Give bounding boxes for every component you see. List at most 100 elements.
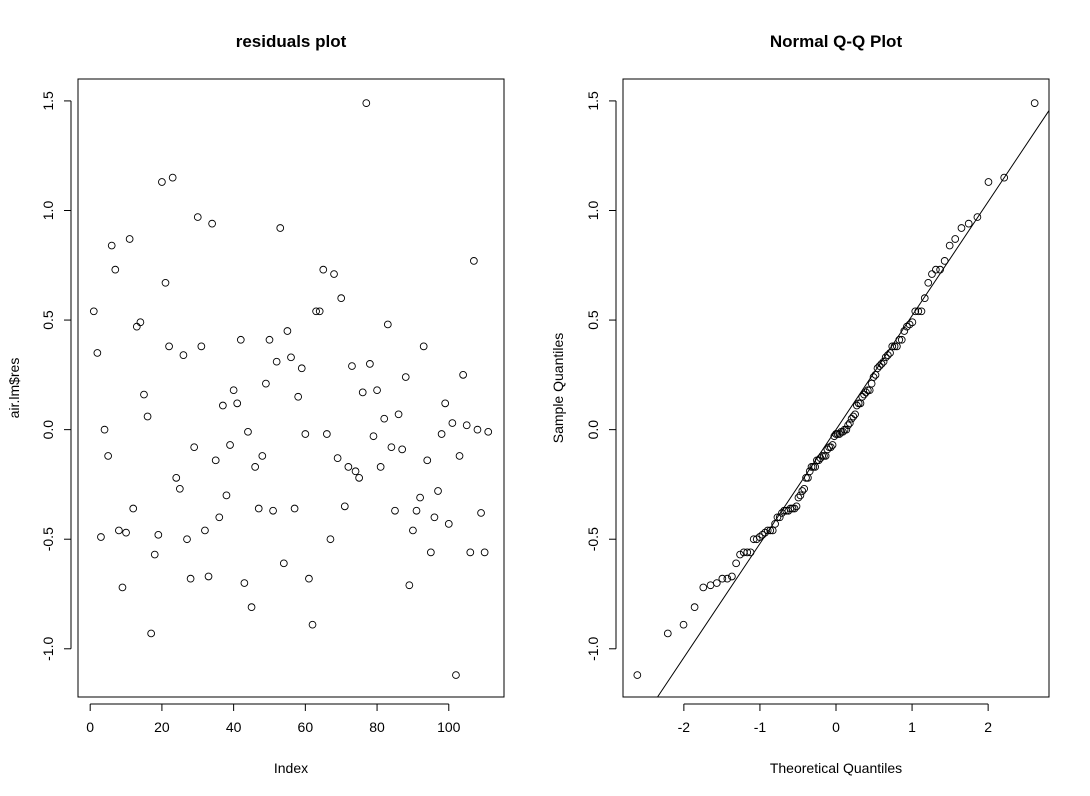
data-point [190,443,199,452]
data-point [788,504,797,513]
data-point [426,548,435,557]
data-point [746,548,755,557]
x-axis: 0 20 40 60 80 100 [86,703,461,735]
data-point [333,454,342,462]
data-point [272,357,281,366]
data-point [877,360,886,368]
x-tick-label: -2 [678,719,691,735]
data-point [118,583,127,592]
data-point [743,548,752,557]
data-point [924,278,933,287]
data-point [888,342,897,351]
data-point [847,414,856,423]
data-point [340,502,349,511]
data-points [633,99,1039,679]
data-point [107,241,116,250]
data-point [236,335,245,344]
x-axis: -2 -1 0 1 2 [678,703,992,735]
x-tick-label: 0 [832,719,840,735]
data-point [473,425,482,434]
data-point [441,399,450,408]
data-point [373,386,381,395]
data-point [466,548,475,557]
data-point [409,526,417,535]
data-point [973,213,982,221]
data-point [419,342,428,351]
data-point [758,530,767,539]
data-point [330,270,338,278]
data-point [984,178,993,186]
data-point [179,351,188,359]
data-point [920,294,929,302]
data-point [792,502,801,511]
data-point [143,412,152,421]
chart-title: Normal Q-Q Plot [770,32,903,51]
data-point [136,318,145,327]
data-point [845,419,854,427]
data-point [663,629,672,638]
data-point [233,399,242,408]
data-point [484,427,493,436]
x-tick-label: -1 [754,719,767,735]
y-tick-label: 1.0 [585,201,601,221]
data-point [863,386,872,395]
qq-reference-line [657,110,1050,698]
data-point [798,487,807,495]
y-tick-label: 1.5 [40,91,56,111]
data-point [276,224,285,232]
data-point [175,484,184,493]
data-point [258,452,267,460]
x-tick-label: 80 [369,719,385,735]
y-tick-label: 0.0 [40,420,56,440]
y-tick-label: 0.5 [40,310,56,330]
data-point [459,371,467,379]
data-point [736,550,744,559]
data-point [444,520,453,528]
data-point [376,463,385,471]
data-point [226,441,234,449]
data-point [936,265,944,274]
data-point [186,574,195,583]
data-point [150,550,159,559]
data-point [358,388,367,397]
data-point [97,533,105,541]
data-point [869,373,878,381]
data-point [93,349,102,357]
data-point [161,278,170,287]
data-point [802,474,810,482]
data-point [172,474,181,482]
data-point [951,235,960,243]
x-tick-label: 40 [226,719,242,735]
data-point [312,307,320,316]
data-point [862,388,870,397]
data-point [193,213,202,221]
data-point [154,530,163,539]
data-point [881,353,890,362]
data-point [391,506,399,515]
data-point [168,173,177,182]
data-point [796,491,805,500]
x-axis-label: Index [274,760,308,776]
data-point [183,535,191,544]
data-point [761,528,769,537]
data-point [111,265,120,274]
data-point [165,342,173,351]
y-tick-label: -1.0 [40,637,56,661]
data-point [229,386,238,395]
data-point [842,425,851,434]
data-point [269,506,277,515]
data-point [412,506,421,515]
data-point [699,583,708,592]
data-point [351,467,360,476]
data-point [903,322,911,331]
data-point [355,474,363,482]
data-point [247,603,256,611]
data-point [222,491,231,500]
data-point [323,430,331,438]
data-point [147,629,156,638]
y-tick-label: 0.0 [585,420,601,440]
y-axis: -1.0 -0.5 0.0 0.5 1.0 1.5 [585,91,617,661]
data-point [387,443,396,452]
